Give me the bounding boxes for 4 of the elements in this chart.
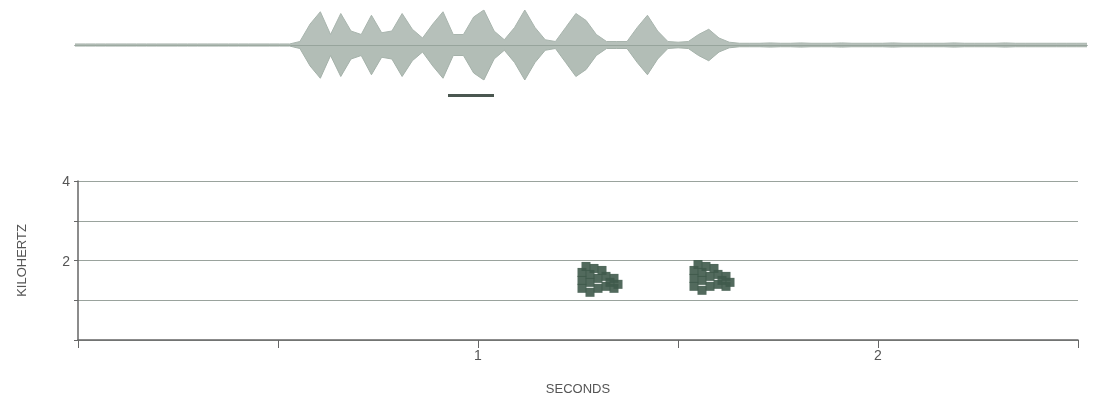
y-tick-label: 4 bbox=[62, 173, 71, 189]
y-axis-title: KILOHERTZ bbox=[14, 224, 29, 297]
x-axis-title: SECONDS bbox=[545, 381, 611, 396]
x-tick-label: 1 bbox=[474, 347, 483, 363]
